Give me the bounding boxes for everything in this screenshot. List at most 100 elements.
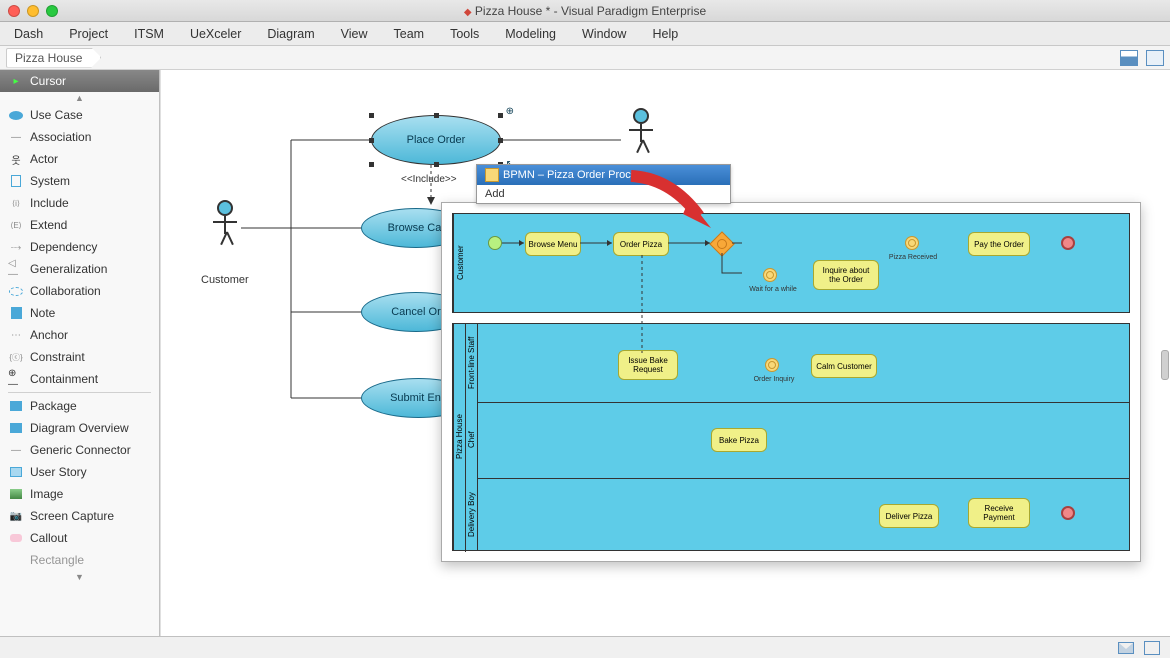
palette-collapse-2[interactable]: ▼ [0, 571, 159, 583]
task-inquire: Inquire about the Order [813, 260, 879, 290]
layout-icon[interactable] [1120, 50, 1138, 66]
palette-note[interactable]: Note [0, 302, 159, 324]
lane-sep [477, 478, 1129, 479]
palette-label: Note [30, 306, 55, 320]
diagram-icon [8, 422, 24, 434]
timer-event [763, 268, 777, 282]
menu-window[interactable]: Window [582, 27, 626, 41]
task-pay: Pay the Order [968, 232, 1030, 256]
task-bake: Bake Pizza [711, 428, 767, 452]
actor-head-icon [217, 200, 233, 216]
msg-event [905, 236, 919, 250]
statusbar [0, 636, 1170, 658]
usecase-label: Place Order [407, 134, 466, 146]
menu-tools[interactable]: Tools [450, 27, 479, 41]
task-calm: Calm Customer [811, 354, 877, 378]
menu-view[interactable]: View [341, 27, 368, 41]
palette-label: Use Case [30, 108, 83, 122]
actor-label: Customer [201, 274, 249, 286]
event-order-inquiry [765, 358, 779, 372]
menu-uexceler[interactable]: UeXceler [190, 27, 241, 41]
actor-icon: 웃 [8, 153, 24, 165]
bpmn-pool-customer: Customer Browse Menu Order Pizza Wait fo… [452, 213, 1130, 313]
palette-label: Screen Capture [30, 509, 114, 523]
palette: ▸ Cursor ▲ Use Case —Association 웃Actor … [0, 70, 160, 636]
breadcrumb[interactable]: Pizza House [6, 48, 101, 68]
usecase-place-order[interactable]: Place Order ⊕ ↖ [371, 115, 501, 165]
include-label: <<Include>> [401, 174, 457, 185]
palette-cursor-label: Cursor [30, 74, 66, 88]
anchor-icon: ⋯ [8, 329, 24, 341]
pool-label: Customer [453, 214, 467, 312]
palette-cursor[interactable]: ▸ Cursor [0, 70, 159, 92]
palette-label: Constraint [30, 350, 85, 364]
include-icon: ⟨i⟩ [8, 197, 24, 209]
palette-generic-connector[interactable]: — Generic Connector [0, 439, 159, 461]
palette-label: Generic Connector [30, 443, 131, 457]
palette-association[interactable]: —Association [0, 126, 159, 148]
diagram-canvas[interactable]: Customer Place Order ⊕ [160, 70, 1170, 636]
actor-head-icon [633, 108, 649, 124]
palette-user-story[interactable]: User Story [0, 461, 159, 483]
note-icon[interactable] [1144, 641, 1160, 655]
palette-package[interactable]: Package [0, 395, 159, 417]
palette-label: System [30, 174, 70, 188]
bpmn-preview-card: Customer Browse Menu Order Pizza Wait fo… [441, 202, 1141, 562]
lane-label-delivery: Delivery Boy [465, 478, 477, 552]
menu-modeling[interactable]: Modeling [505, 27, 556, 41]
bpmn-pool-pizza-house: Pizza House Front-line Staff Chef Delive… [452, 323, 1130, 551]
menu-help[interactable]: Help [652, 27, 678, 41]
palette-collapse-1[interactable]: ▲ [0, 92, 159, 104]
palette-callout[interactable]: Callout [0, 527, 159, 549]
palette-rectangle[interactable]: Rectangle [0, 549, 159, 571]
rect-icon [8, 175, 24, 187]
palette-screen-capture[interactable]: 📷Screen Capture [0, 505, 159, 527]
cursor-icon: ▸ [8, 75, 24, 87]
menu-project[interactable]: Project [69, 27, 108, 41]
palette-actor[interactable]: 웃Actor [0, 148, 159, 170]
palette-include[interactable]: ⟨i⟩Include [0, 192, 159, 214]
order-inquiry-label: Order Inquiry [749, 376, 799, 383]
menu-dash[interactable]: Dash [14, 27, 43, 41]
callout-icon [8, 532, 24, 544]
gen-icon: ◁— [8, 263, 24, 275]
palette-label: Association [30, 130, 91, 144]
palette-label: Collaboration [30, 284, 101, 298]
palette-separator [8, 392, 151, 393]
palette-image[interactable]: Image [0, 483, 159, 505]
task-issue-bake: Issue Bake Request [618, 350, 678, 380]
image-icon [8, 488, 24, 500]
titlebar: ◆ Pizza House * - Visual Paradigm Enterp… [0, 0, 1170, 22]
menu-diagram[interactable]: Diagram [267, 27, 314, 41]
palette-extend[interactable]: ⟨E⟩Extend [0, 214, 159, 236]
palette-label: Anchor [30, 328, 68, 342]
top-right-tools [1120, 50, 1164, 66]
dep-icon: ⤏ [8, 241, 24, 253]
usecase-label: Cancel Or [391, 306, 441, 318]
palette-use-case[interactable]: Use Case [0, 104, 159, 126]
palette-generalization[interactable]: ◁—Generalization [0, 258, 159, 280]
palette-label: Dependency [30, 240, 97, 254]
actor-body-icon [211, 216, 239, 244]
palette-system[interactable]: System [0, 170, 159, 192]
user-story-icon [8, 466, 24, 478]
palette-diagram-overview[interactable]: Diagram Overview [0, 417, 159, 439]
menu-itsm[interactable]: ITSM [134, 27, 164, 41]
actor-secondary[interactable] [627, 108, 655, 152]
actor-customer[interactable]: Customer [201, 200, 249, 286]
line-icon: — [8, 444, 24, 456]
note-icon [8, 307, 24, 319]
palette-dependency[interactable]: ⤏ Dependency [0, 236, 159, 258]
palette-constraint[interactable]: {ⓒ}Constraint [0, 346, 159, 368]
palette-containment[interactable]: ⊕—Containment [0, 368, 159, 390]
palette-anchor[interactable]: ⋯ Anchor [0, 324, 159, 346]
palette-label: Extend [30, 218, 67, 232]
ellipse-icon [8, 109, 24, 121]
mail-icon[interactable] [1118, 642, 1134, 654]
menu-team[interactable]: Team [394, 27, 425, 41]
palette-label: Package [30, 399, 77, 413]
lane-sep [477, 402, 1129, 403]
vscroll-handle[interactable] [1161, 350, 1169, 380]
palette-collaboration[interactable]: Collaboration [0, 280, 159, 302]
panels-icon[interactable] [1146, 50, 1164, 66]
